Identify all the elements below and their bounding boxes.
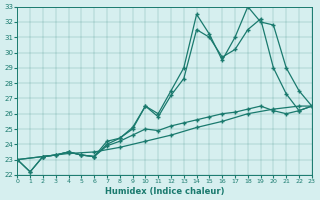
X-axis label: Humidex (Indice chaleur): Humidex (Indice chaleur) <box>105 187 224 196</box>
